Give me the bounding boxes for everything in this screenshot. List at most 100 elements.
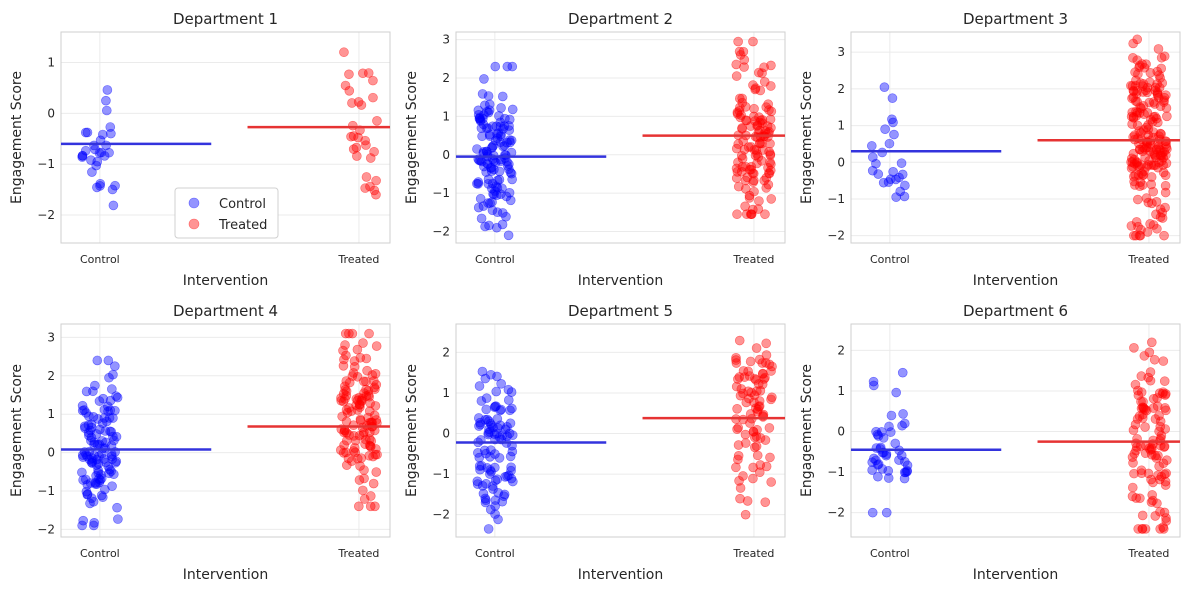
y-tick-label: 3 xyxy=(837,45,845,59)
data-point-control xyxy=(503,230,514,241)
data-point-treated xyxy=(1126,221,1137,231)
data-point-control xyxy=(495,189,506,199)
data-point-treated xyxy=(341,386,352,396)
data-point-treated xyxy=(766,366,776,376)
data-point-treated xyxy=(745,209,756,220)
data-point-treated xyxy=(1146,443,1157,453)
data-point-control xyxy=(478,201,489,211)
data-point-treated xyxy=(1136,468,1147,479)
data-point-treated xyxy=(732,167,743,177)
data-point-control xyxy=(894,172,904,183)
data-point-control xyxy=(894,455,904,465)
x-tick-label: Control xyxy=(870,547,910,560)
data-point-control xyxy=(77,152,88,162)
x-axis-label: Intervention xyxy=(183,273,268,289)
data-point-control xyxy=(107,454,118,464)
data-point-treated xyxy=(734,335,745,346)
data-point-treated xyxy=(1161,103,1172,113)
data-point-treated xyxy=(1130,80,1141,91)
data-point-control xyxy=(902,460,913,471)
data-point-control xyxy=(497,219,508,230)
data-point-treated xyxy=(760,497,771,507)
data-point-treated xyxy=(370,401,381,411)
data-point-control xyxy=(497,91,508,102)
data-point-treated xyxy=(1161,142,1172,152)
panel-title: Department 3 xyxy=(963,10,1068,28)
data-point-treated xyxy=(1140,524,1151,534)
data-point-treated xyxy=(1152,393,1162,403)
x-tick-label: Treated xyxy=(1127,253,1169,266)
data-point-control xyxy=(502,137,512,148)
data-point-treated xyxy=(1141,405,1152,416)
y-axis-label: Engagement Score xyxy=(799,364,815,497)
data-point-treated xyxy=(340,80,351,91)
data-point-control xyxy=(501,191,512,202)
data-point-treated xyxy=(1139,403,1149,414)
data-point-treated xyxy=(1148,477,1158,488)
data-point-control xyxy=(884,421,894,432)
data-point-control xyxy=(887,93,898,103)
data-point-treated xyxy=(371,467,382,477)
data-point-control xyxy=(486,166,497,176)
data-point-control xyxy=(503,395,514,405)
data-point-control xyxy=(898,409,908,419)
data-point-treated xyxy=(758,368,768,379)
y-axis-label: Engagement Score xyxy=(404,71,420,204)
data-point-treated xyxy=(1160,476,1171,487)
data-point-treated xyxy=(360,439,370,449)
data-point-treated xyxy=(1136,128,1146,138)
data-point-control xyxy=(105,426,115,437)
data-point-control xyxy=(472,178,482,189)
y-tick-label: −2 xyxy=(432,224,450,238)
data-point-treated xyxy=(739,55,750,65)
data-point-control xyxy=(472,479,483,489)
y-tick-label: −2 xyxy=(37,522,55,536)
data-point-control xyxy=(504,121,514,131)
data-point-control xyxy=(492,414,503,424)
data-point-treated xyxy=(1130,67,1140,78)
panel-department-6: Department 6 −2 −1 0 1 2 Control Treated Interve… xyxy=(799,302,1181,583)
data-point-treated xyxy=(1148,186,1159,197)
data-point-control xyxy=(82,489,93,499)
data-point-control xyxy=(484,105,495,115)
data-point-treated xyxy=(745,418,755,428)
data-point-control xyxy=(477,366,488,377)
data-point-control xyxy=(99,413,110,423)
x-tick-label: Control xyxy=(80,547,120,560)
data-point-treated xyxy=(1130,379,1141,390)
data-point-control xyxy=(483,524,494,534)
data-point-treated xyxy=(365,491,376,501)
data-point-control xyxy=(872,460,883,470)
y-tick-label: 2 xyxy=(837,82,845,96)
data-point-treated xyxy=(1151,113,1162,124)
data-point-treated xyxy=(1140,422,1150,432)
y-tick-label: 1 xyxy=(47,407,55,421)
data-point-control xyxy=(506,473,517,484)
data-point-control xyxy=(481,393,492,403)
data-point-control xyxy=(504,428,515,439)
data-point-control xyxy=(896,158,907,168)
data-point-treated xyxy=(742,172,753,183)
data-point-control xyxy=(883,466,894,476)
panel-department-5: Department 5 −2 −1 0 1 2 Control Treated Interve… xyxy=(404,302,786,583)
data-point-treated xyxy=(1139,351,1150,361)
panel-title: Department 2 xyxy=(568,10,673,28)
legend-marker-control xyxy=(188,197,200,209)
data-point-control xyxy=(475,464,485,475)
data-point-treated xyxy=(756,156,767,166)
data-point-treated xyxy=(368,92,378,103)
data-point-control xyxy=(897,367,908,378)
data-point-treated xyxy=(760,209,770,220)
data-point-control xyxy=(487,121,498,132)
y-tick-label: 2 xyxy=(47,369,55,383)
data-point-treated xyxy=(1135,493,1145,504)
data-point-control xyxy=(111,391,121,401)
data-point-treated xyxy=(360,135,370,146)
data-point-treated xyxy=(1162,111,1172,122)
data-point-treated xyxy=(364,450,375,461)
data-point-treated xyxy=(339,47,349,58)
data-point-treated xyxy=(368,75,378,86)
data-point-treated xyxy=(757,358,768,368)
data-point-control xyxy=(884,138,895,149)
data-point-control xyxy=(482,463,493,473)
